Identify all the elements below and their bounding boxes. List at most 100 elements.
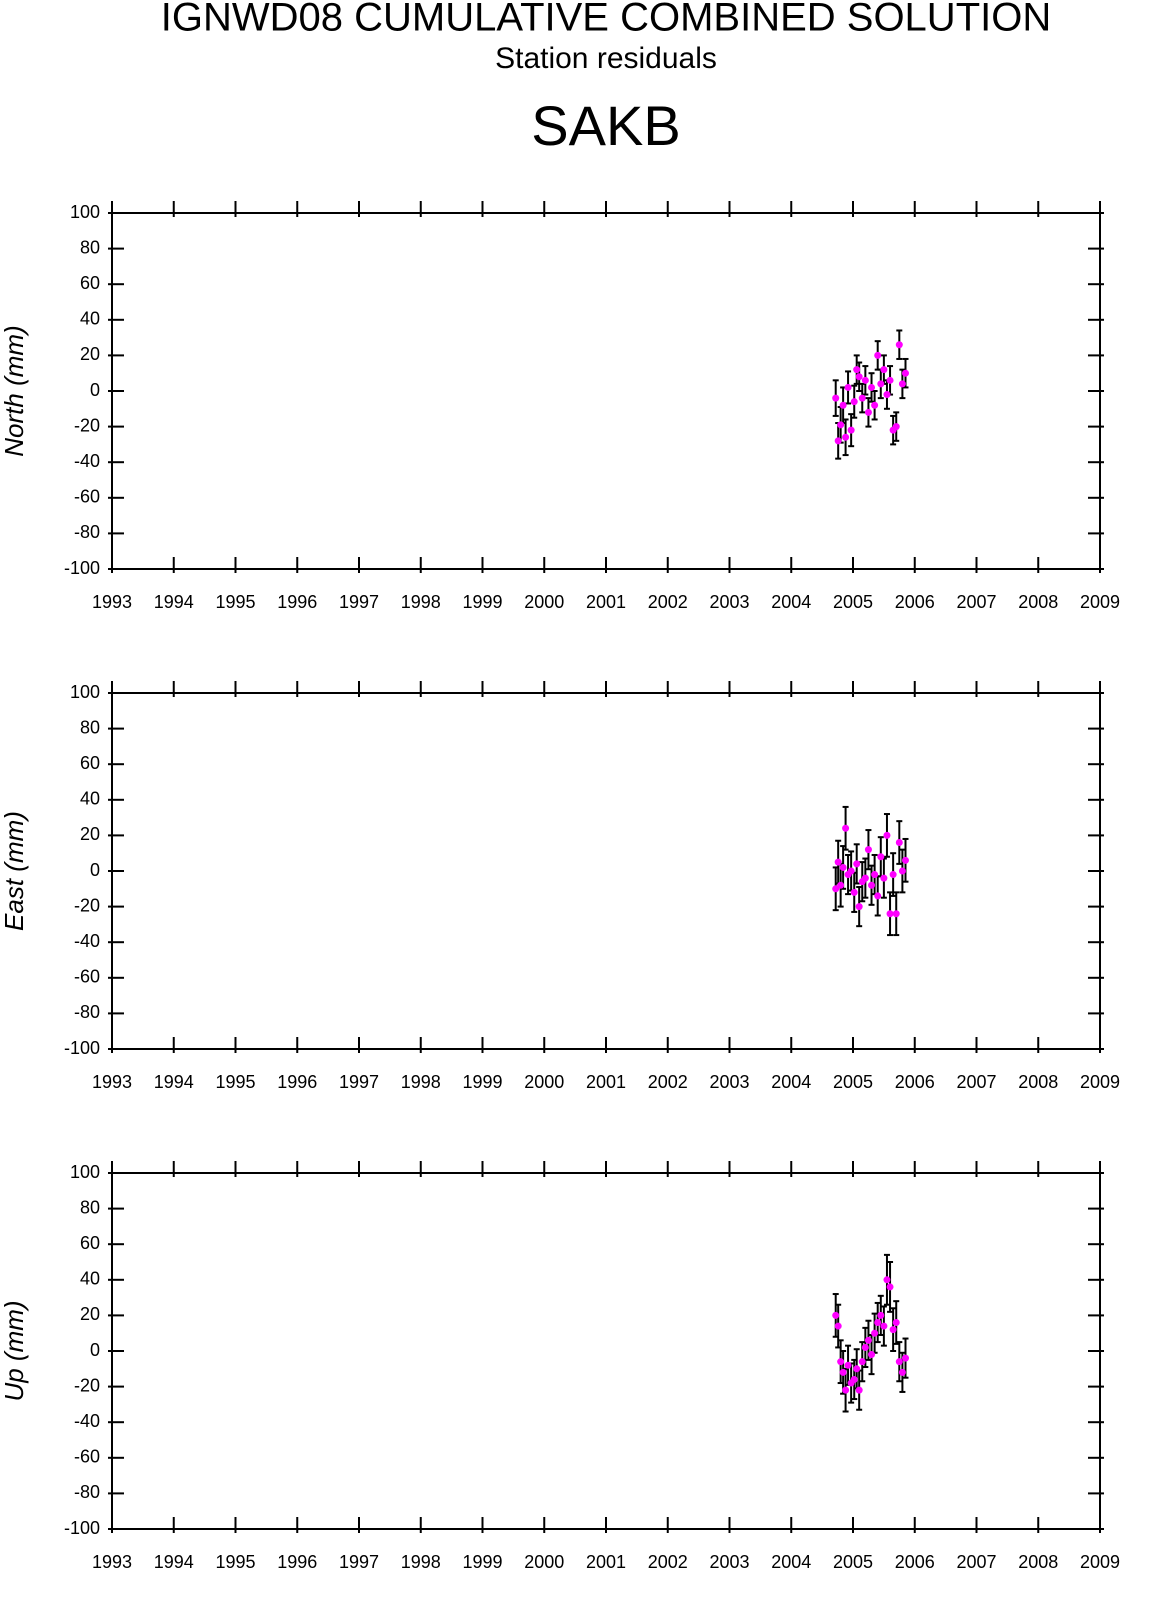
data-point [871, 1329, 879, 1337]
data-point [877, 853, 885, 861]
y-tick-label: 20 [80, 824, 100, 844]
data-point [883, 391, 891, 399]
data-point [844, 1361, 852, 1369]
data-point [855, 1386, 863, 1394]
x-tick-label: 2002 [648, 1072, 688, 1092]
x-tick-label: 1997 [339, 592, 379, 612]
x-tick-label: 1997 [339, 1072, 379, 1092]
title: IGNWD08 CUMULATIVE COMBINED SOLUTION [161, 0, 1051, 40]
data-point [839, 1368, 847, 1376]
x-tick-label: 1996 [277, 592, 317, 612]
y-tick-label: 40 [80, 309, 100, 329]
y-tick-label: 0 [90, 860, 100, 880]
station: SAKB [531, 94, 680, 157]
x-tick-label: 2005 [833, 1552, 873, 1572]
data-point [898, 1368, 906, 1376]
data-point [898, 380, 906, 388]
y-tick-label: 60 [80, 1233, 100, 1253]
x-tick-label: 2005 [833, 1072, 873, 1092]
data-point [850, 1375, 858, 1383]
data-point [853, 366, 861, 374]
x-tick-label: 1994 [154, 592, 194, 612]
x-tick-label: 2000 [524, 592, 564, 612]
data-point [874, 1319, 882, 1327]
y-tick-label: -60 [74, 487, 100, 507]
data-point [858, 394, 866, 402]
x-tick-label: 2009 [1080, 592, 1120, 612]
y-tick-label: -80 [74, 1002, 100, 1022]
data-point [861, 1343, 869, 1351]
panel: -100 -80 -60 -40 -20 0 20 40 60 80 100 1993 1994 1995… [0, 681, 1120, 1092]
x-tick-label: 2001 [586, 1072, 626, 1092]
x-tick-label: 2003 [709, 592, 749, 612]
data-point [837, 1358, 845, 1366]
y-tick-label: -60 [74, 967, 100, 987]
x-tick-label: 2004 [771, 592, 811, 612]
x-tick-label: 1993 [92, 1552, 132, 1572]
x-tick-label: 2000 [524, 1072, 564, 1092]
data-point [839, 863, 847, 871]
data-point [868, 881, 876, 889]
x-tick-label: 2004 [771, 1072, 811, 1092]
data-point [889, 871, 897, 879]
data-point [892, 423, 900, 431]
data-point [864, 408, 872, 416]
data-point [850, 398, 858, 406]
data-point [892, 1319, 900, 1327]
y-tick-label: -20 [74, 415, 100, 435]
y-axis-label: North (mm) [0, 325, 29, 456]
data-point [895, 341, 903, 349]
data-point [895, 839, 903, 847]
data-point [864, 846, 872, 854]
y-tick-label: 60 [80, 273, 100, 293]
x-tick-label: 2006 [895, 1552, 935, 1572]
y-tick-label: 0 [90, 380, 100, 400]
x-tick-label: 1996 [277, 1072, 317, 1092]
y-tick-label: -40 [74, 451, 100, 471]
data-point [832, 394, 840, 402]
data-point [868, 1351, 876, 1359]
data-point [842, 1386, 850, 1394]
data-point [874, 892, 882, 900]
plot-frame [111, 1172, 1101, 1530]
x-tick-label: 1996 [277, 1552, 317, 1572]
data-point [901, 369, 909, 377]
x-tick-label: 2007 [956, 592, 996, 612]
x-tick-label: 1993 [92, 592, 132, 612]
data-point [880, 874, 888, 882]
x-tick-label: 2001 [586, 1552, 626, 1572]
x-tick-label: 2002 [648, 1552, 688, 1572]
data-point [877, 380, 885, 388]
x-tick-label: 2008 [1018, 592, 1058, 612]
subtitle: Station residuals [495, 42, 717, 75]
data-point [886, 376, 894, 384]
data-point [861, 376, 869, 384]
y-tick-label: -80 [74, 1482, 100, 1502]
y-tick-label: 80 [80, 237, 100, 257]
y-tick-label: 0 [90, 1340, 100, 1360]
data-point [889, 1326, 897, 1334]
y-tick-label: 100 [70, 682, 100, 702]
y-tick-label: 40 [80, 789, 100, 809]
x-tick-label: 1998 [401, 592, 441, 612]
data-point [895, 1358, 903, 1366]
data-point [842, 433, 850, 441]
x-tick-label: 2009 [1080, 1072, 1120, 1092]
plot-frame [111, 212, 1101, 570]
x-tick-label: 1999 [462, 592, 502, 612]
data-point [834, 858, 842, 866]
data-point [871, 401, 879, 409]
y-tick-label: 60 [80, 753, 100, 773]
data-point [853, 1365, 861, 1373]
data-point [868, 383, 876, 391]
x-tick-label: 1995 [215, 1552, 255, 1572]
x-tick-label: 2009 [1080, 1552, 1120, 1572]
data-point [842, 824, 850, 832]
y-tick-label: 100 [70, 202, 100, 222]
x-tick-label: 1994 [154, 1552, 194, 1572]
y-tick-label: -100 [64, 558, 100, 578]
data-point [850, 888, 858, 896]
x-tick-label: 2000 [524, 1552, 564, 1572]
y-tick-label: 40 [80, 1269, 100, 1289]
